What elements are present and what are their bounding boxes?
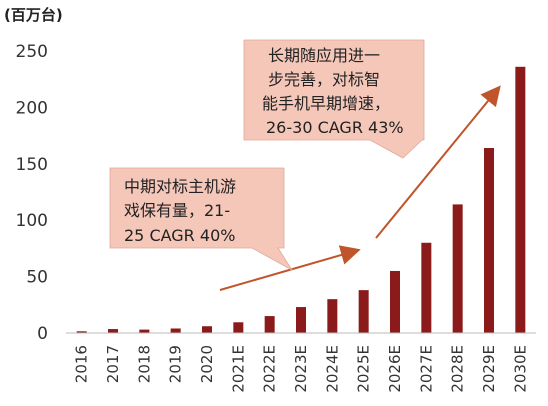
unit-label: (百万台) [4,6,63,24]
bar [264,316,275,333]
bar [170,328,181,333]
callout-long-line-3: 能手机早期增速， [262,94,390,113]
bar [515,66,526,334]
callout-long-line-1: 长期随应用进一 [268,46,380,65]
callout-mid: 中期对标主机游 戏保有量，21- 25 CAGR 40% [109,167,293,271]
x-tick-label: 2029E [480,345,498,393]
callout-long: 长期随应用进一 步完善，对标智 能手机早期增速， 26-30 CAGR 43% [243,39,425,159]
x-tick-label: 2021E [229,345,247,393]
bars [76,66,526,334]
x-tick-label: 2023E [292,345,310,393]
bar [296,307,306,333]
x-tick-label: 2019 [167,345,185,383]
trend-arrow-long [375,85,501,239]
callout-mid-line-2: 戏保有量，21- [124,201,230,220]
y-tick-label: 200 [16,98,48,118]
x-tick-label: 2022E [261,345,279,393]
bar [484,148,494,333]
bar [202,326,212,333]
x-tick-label: 2020 [198,345,216,383]
x-tick-label: 2030E [511,345,529,393]
x-axis: 2016 2017 2018 2019 2020 2021E 2022E 2023E 2024E… [73,345,530,393]
callout-long-line-2: 步完善，对标智 [268,70,380,89]
x-tick-label: 2028E [449,345,467,393]
callout-mid-line-3: 25 CAGR 40% [124,226,235,245]
x-tick-label: 2027E [417,345,435,393]
x-tick-label: 2026E [386,345,404,393]
bar [358,290,369,333]
bar [421,242,432,333]
bar [76,331,87,333]
y-tick-label: 0 [37,324,48,344]
bar [327,299,338,333]
x-tick-label: 2025E [355,345,373,393]
callout-long-line-4: 26-30 CAGR 43% [266,118,404,137]
bar [390,270,400,333]
bar [452,204,463,333]
y-tick-label: 100 [16,211,48,231]
y-tick-label: 250 [16,42,48,62]
y-tick-label: 150 [16,155,48,175]
x-tick-label: 2017 [104,345,122,383]
x-tick-label: 2018 [135,345,153,383]
bar [139,329,150,333]
trend-arrow-mid [219,245,361,291]
x-tick-label: 2016 [73,345,91,383]
y-tick-label: 50 [26,268,48,288]
callout-mid-line-1: 中期对标主机游 [124,177,236,196]
x-tick-label: 2024E [323,345,341,393]
bar [108,329,118,333]
y-axis: 0 50 100 150 200 250 [16,42,48,344]
bar [233,322,244,333]
